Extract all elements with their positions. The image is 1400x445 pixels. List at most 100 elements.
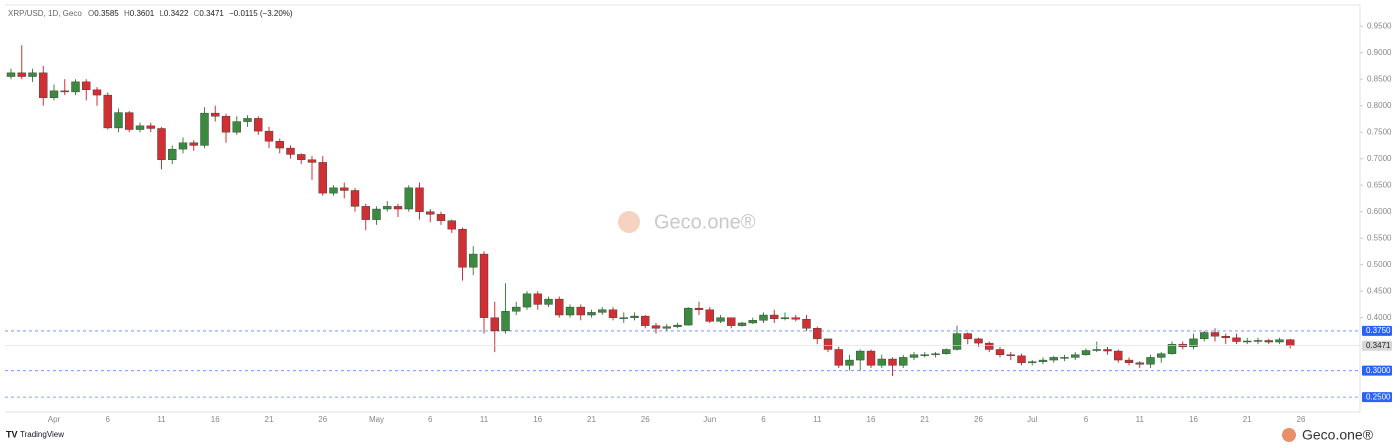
candle-body — [716, 317, 725, 322]
x-tick-label: Jul — [1027, 415, 1037, 424]
candle-body — [866, 350, 876, 366]
symbol: XRP/USD, 1D, Geco — [8, 9, 82, 18]
candle-body — [555, 298, 564, 316]
candle-body — [1286, 339, 1295, 346]
candle-body — [641, 315, 650, 326]
candle-body — [1210, 332, 1220, 337]
candle-body — [501, 311, 510, 332]
candle-body — [254, 118, 263, 132]
candle-body — [436, 214, 446, 221]
candle-body — [1071, 354, 1080, 358]
candle-body — [705, 309, 714, 322]
candle-body — [350, 190, 360, 207]
candle-body — [361, 206, 370, 220]
candle-body — [1157, 353, 1166, 358]
candle-body — [1092, 349, 1101, 351]
candle-body — [297, 154, 306, 160]
ohlc-prefix: O — [88, 9, 94, 18]
candle-body — [608, 309, 618, 318]
candle-body — [942, 349, 951, 354]
footer: TV TradingView Geco.one® — [6, 427, 1374, 443]
y-tick-label: 0.8000 — [1367, 101, 1392, 110]
ohlc-value: 0.3471 — [199, 9, 224, 18]
x-tick-label: 21 — [1243, 415, 1252, 424]
candle-body — [952, 333, 962, 350]
candle-body — [1189, 338, 1198, 348]
candle-body — [114, 112, 123, 129]
candle-body — [469, 253, 478, 268]
x-tick-label: 11 — [1136, 415, 1145, 424]
candle-body — [1038, 359, 1048, 362]
candle-body — [587, 312, 596, 316]
candle-body — [393, 206, 403, 210]
last-price-tag — [1362, 340, 1392, 351]
candle-body — [103, 94, 112, 129]
y-tick-label: 0.7000 — [1367, 154, 1392, 163]
watermark-icon — [618, 211, 640, 233]
candle-body — [1060, 357, 1069, 359]
level-label: 0.3000 — [1366, 366, 1391, 375]
watermark: Geco.one® — [618, 211, 756, 233]
candle-body — [662, 326, 671, 329]
candle-body — [1275, 339, 1284, 343]
candle-body — [727, 317, 736, 326]
candle-body — [6, 72, 16, 77]
candle-body — [178, 142, 188, 150]
header: XRP/USD, 1D, Geco O0.3585 H0.3601 L0.342… — [8, 9, 293, 18]
candle-body — [673, 324, 682, 327]
candle-body — [28, 72, 37, 77]
candle-body — [834, 349, 843, 366]
candle-body — [479, 253, 489, 318]
candle-body — [275, 140, 284, 149]
brand-text: Geco.one® — [1302, 427, 1374, 443]
candle-body — [899, 357, 908, 366]
candle-body — [243, 118, 252, 122]
candle-body — [1081, 350, 1091, 355]
candle-body — [737, 322, 747, 326]
candle-body — [189, 142, 198, 146]
x-tick-label: 26 — [974, 415, 983, 424]
y-tick-label: 0.9500 — [1367, 21, 1392, 30]
candle-body — [780, 317, 790, 319]
candle-body — [60, 90, 69, 93]
candle-body — [383, 206, 392, 210]
x-tick-label: 6 — [106, 415, 111, 424]
candle-body — [17, 72, 26, 77]
candle-body — [1049, 357, 1058, 361]
candles — [6, 45, 1295, 376]
x-tick-label: 11 — [480, 415, 489, 424]
candle-body — [694, 307, 704, 310]
x-tick-label: 6 — [1084, 415, 1089, 424]
candle-body — [544, 298, 553, 305]
candle-body — [856, 350, 865, 361]
candle-body — [447, 220, 456, 230]
footer-text: TradingView — [20, 430, 64, 439]
ohlc-prefix: C — [194, 9, 200, 18]
candle-body — [232, 121, 241, 133]
candle-body — [1243, 340, 1252, 343]
candle-body — [340, 187, 349, 191]
candle-body — [1103, 349, 1112, 352]
y-tick-label: 0.8500 — [1367, 74, 1392, 83]
x-tick-label: 26 — [1297, 415, 1306, 424]
y-tick-label: 0.6000 — [1367, 207, 1392, 216]
candle-body — [533, 293, 542, 305]
candle-body — [598, 309, 607, 313]
x-tick-label: 21 — [920, 415, 929, 424]
candle-body — [39, 72, 48, 98]
y-tick-label: 0.4500 — [1367, 286, 1392, 295]
candle-body — [157, 128, 166, 160]
candle-body — [146, 125, 155, 129]
candle-body — [318, 162, 327, 194]
y-tick-label: 0.5000 — [1367, 260, 1392, 269]
candle-body — [845, 359, 854, 366]
watermark-text: Geco.one® — [654, 211, 756, 233]
candle-body — [630, 315, 639, 318]
change: −0.0115 (−3.20%) — [229, 9, 293, 18]
x-tick-label: May — [369, 415, 384, 424]
y-tick-label: 0.4000 — [1367, 313, 1392, 322]
candle-body — [909, 354, 919, 358]
candle-body — [404, 187, 413, 210]
